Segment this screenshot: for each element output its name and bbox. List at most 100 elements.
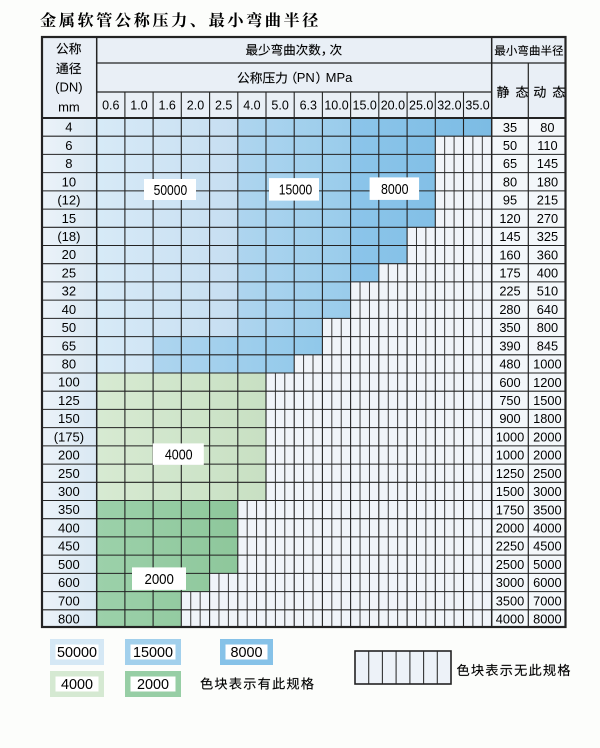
svg-text:1750: 1750 — [496, 502, 524, 517]
svg-text:50000: 50000 — [57, 645, 97, 661]
svg-text:2500: 2500 — [496, 557, 524, 572]
svg-text:800: 800 — [58, 612, 80, 627]
svg-text:200: 200 — [58, 448, 80, 463]
svg-text:5000: 5000 — [533, 557, 561, 572]
svg-text:32.0: 32.0 — [437, 99, 461, 113]
svg-text:125: 125 — [58, 393, 80, 408]
svg-text:3500: 3500 — [496, 593, 524, 608]
svg-text:2000: 2000 — [144, 571, 174, 588]
svg-text:4000: 4000 — [165, 447, 193, 464]
svg-text:80: 80 — [62, 357, 76, 372]
svg-text:480: 480 — [499, 357, 520, 372]
svg-text:(DN): (DN) — [55, 80, 82, 95]
svg-text:15000: 15000 — [279, 182, 313, 199]
svg-text:15000: 15000 — [133, 645, 173, 661]
svg-text:25.0: 25.0 — [409, 99, 433, 113]
svg-text:510: 510 — [537, 284, 558, 299]
svg-text:7000: 7000 — [533, 593, 561, 608]
svg-text:250: 250 — [58, 466, 80, 481]
svg-text:20.0: 20.0 — [381, 99, 405, 113]
svg-text:65: 65 — [503, 156, 517, 171]
svg-text:8: 8 — [65, 156, 72, 171]
svg-text:40: 40 — [62, 302, 76, 317]
svg-text:1500: 1500 — [496, 484, 524, 499]
svg-text:5.0: 5.0 — [271, 99, 288, 113]
svg-text:1200: 1200 — [533, 375, 561, 390]
svg-text:6000: 6000 — [533, 575, 561, 590]
svg-text:400: 400 — [58, 520, 80, 535]
svg-text:4500: 4500 — [533, 539, 561, 554]
svg-text:80: 80 — [540, 120, 554, 135]
svg-text:2.0: 2.0 — [187, 99, 204, 113]
svg-text:2000: 2000 — [137, 677, 169, 693]
svg-text:2000: 2000 — [496, 521, 524, 536]
svg-text:8000: 8000 — [381, 181, 409, 198]
svg-text:15.0: 15.0 — [353, 99, 377, 113]
svg-text:MPa: MPa — [326, 70, 354, 85]
svg-text:50: 50 — [62, 320, 76, 335]
svg-text:350: 350 — [58, 502, 80, 517]
svg-text:4: 4 — [65, 120, 72, 135]
svg-text:50: 50 — [503, 138, 517, 153]
svg-text:280: 280 — [499, 302, 520, 317]
svg-text:6.3: 6.3 — [300, 99, 317, 113]
svg-text:25: 25 — [62, 265, 76, 280]
svg-text:2500: 2500 — [533, 466, 561, 481]
svg-text:4000: 4000 — [61, 677, 93, 693]
svg-text:600: 600 — [499, 375, 520, 390]
svg-text:145: 145 — [499, 229, 520, 244]
svg-text:750: 750 — [499, 393, 520, 408]
svg-text:6: 6 — [65, 138, 72, 153]
svg-text:360: 360 — [537, 247, 558, 262]
svg-text:640: 640 — [537, 302, 558, 317]
svg-text:1250: 1250 — [496, 466, 524, 481]
svg-text:mm: mm — [58, 100, 80, 115]
svg-text:4.0: 4.0 — [243, 99, 260, 113]
svg-text:(12): (12) — [57, 193, 80, 208]
svg-text:10: 10 — [62, 174, 76, 189]
svg-text:1000: 1000 — [533, 357, 561, 372]
svg-text:150: 150 — [58, 411, 80, 426]
svg-text:3000: 3000 — [533, 484, 561, 499]
svg-text:0.6: 0.6 — [102, 99, 119, 113]
svg-text:4000: 4000 — [533, 521, 561, 536]
svg-text:1800: 1800 — [533, 411, 561, 426]
svg-text:50000: 50000 — [154, 182, 188, 199]
svg-text:300: 300 — [58, 484, 80, 499]
svg-text:400: 400 — [537, 266, 558, 281]
svg-text:390: 390 — [499, 338, 520, 353]
svg-text:35: 35 — [503, 120, 517, 135]
svg-text:845: 845 — [537, 338, 558, 353]
svg-text:3000: 3000 — [496, 575, 524, 590]
svg-text:120: 120 — [499, 211, 520, 226]
svg-text:32: 32 — [62, 284, 76, 299]
svg-text:65: 65 — [62, 338, 76, 353]
svg-text:180: 180 — [537, 174, 558, 189]
svg-text:8000: 8000 — [230, 645, 262, 661]
svg-text:1500: 1500 — [533, 393, 561, 408]
svg-text:1.0: 1.0 — [130, 99, 147, 113]
svg-text:2000: 2000 — [533, 429, 561, 444]
svg-text:95: 95 — [503, 193, 517, 208]
svg-text:900: 900 — [499, 411, 520, 426]
svg-text:4000: 4000 — [496, 612, 524, 627]
svg-text:2250: 2250 — [496, 539, 524, 554]
svg-text:(175): (175) — [54, 429, 84, 444]
svg-text:175: 175 — [499, 266, 520, 281]
svg-text:(18): (18) — [57, 229, 80, 244]
svg-text:270: 270 — [537, 211, 558, 226]
svg-text:100: 100 — [58, 375, 80, 390]
svg-text:1.6: 1.6 — [159, 99, 176, 113]
svg-text:110: 110 — [537, 138, 557, 153]
svg-text:215: 215 — [537, 193, 558, 208]
svg-text:20: 20 — [62, 247, 76, 262]
svg-text:325: 325 — [537, 229, 558, 244]
svg-text:500: 500 — [58, 557, 80, 572]
svg-text:600: 600 — [58, 575, 80, 590]
svg-text:2.5: 2.5 — [215, 99, 232, 113]
svg-text:800: 800 — [537, 320, 558, 335]
svg-text:35.0: 35.0 — [465, 99, 489, 113]
svg-text:225: 225 — [499, 284, 520, 299]
svg-text:2000: 2000 — [533, 448, 561, 463]
svg-text:10.0: 10.0 — [324, 99, 348, 113]
